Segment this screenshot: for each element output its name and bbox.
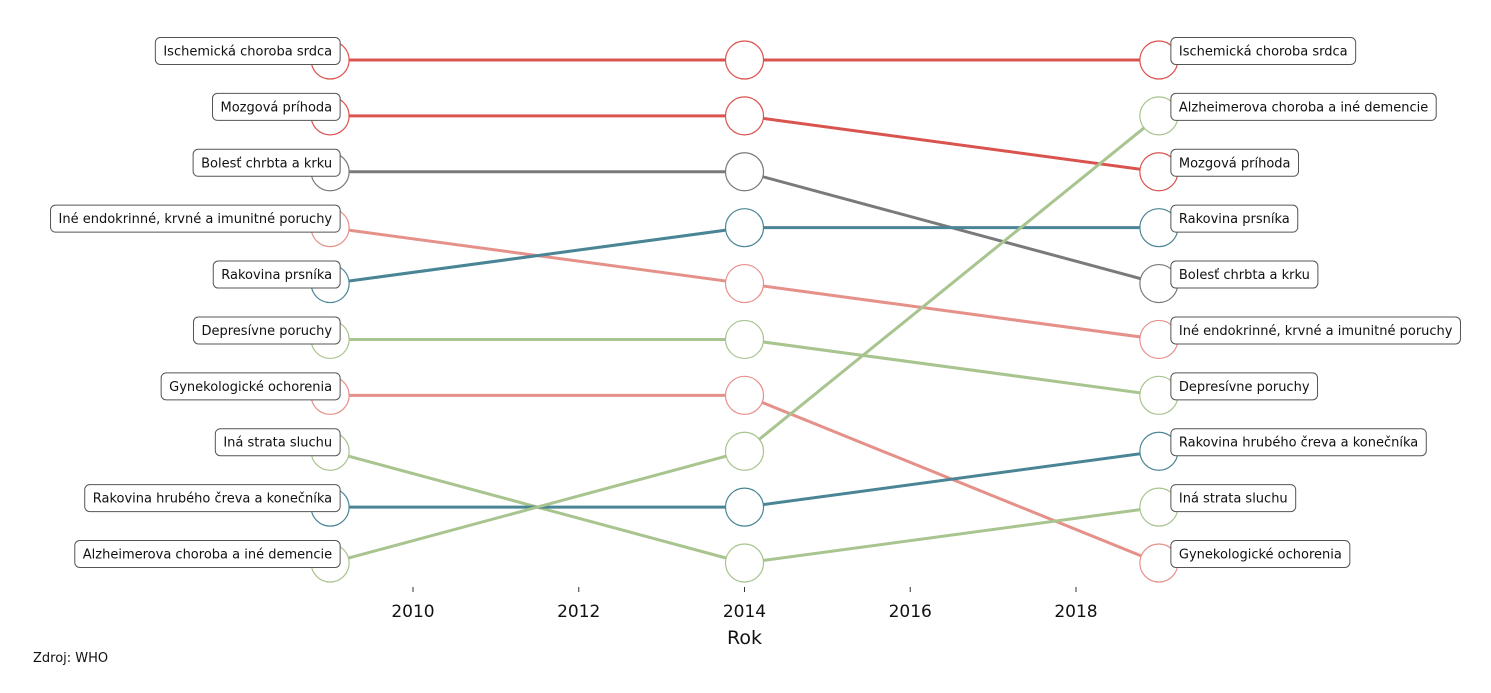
label-box <box>1170 316 1461 345</box>
left-label: Mozgová príhoda <box>212 92 341 121</box>
right-label: Mozgová príhoda <box>1170 148 1299 177</box>
series-label-right: Gynekologické ochorenia <box>1179 548 1342 563</box>
series-line-segment <box>744 337 1160 397</box>
x-tick-label: 2012 <box>557 602 600 622</box>
series-label-left: Iná strata sluchu <box>223 436 332 451</box>
series-label-left: Ischemická choroba srdca <box>163 45 332 60</box>
series-label-right: Rakovina prsníka <box>1179 212 1290 227</box>
label-box <box>84 484 341 513</box>
series-label-left: Mozgová príhoda <box>221 100 333 115</box>
rank-point <box>724 375 765 415</box>
x-tick-label: 2014 <box>723 602 766 622</box>
series-label-right: Iné endokrinné, krvné a imunitné poruchy <box>1179 324 1453 339</box>
left-label: Rakovina hrubého čreva a konečníka <box>84 484 341 513</box>
series-label-left: Rakovina prsníka <box>221 268 332 283</box>
series-line-segment <box>744 282 1160 341</box>
right-label: Iné endokrinné, krvné a imunitné poruchy <box>1170 316 1461 345</box>
label-box <box>1170 372 1319 401</box>
rank-point <box>724 431 765 471</box>
label-box <box>212 260 341 289</box>
series-line-segment <box>329 226 745 286</box>
label-box <box>192 148 341 177</box>
right-label: Depresívne poruchy <box>1170 372 1319 401</box>
series-label-left: Bolesť chrbta a krku <box>201 156 332 171</box>
label-box <box>212 92 341 121</box>
rank-point <box>724 208 765 248</box>
series-line-segment <box>744 449 1160 509</box>
x-axis: 2010 2012 2014 2016 2018 Rok <box>391 587 1098 649</box>
series-line-segment <box>329 449 745 565</box>
series-label-left: Rakovina hrubého čreva a konečníka <box>93 492 332 507</box>
label-box <box>1170 92 1437 121</box>
series-line-segment <box>744 505 1160 565</box>
rank-point <box>724 96 765 136</box>
label-box <box>74 540 341 568</box>
rank-point <box>724 319 765 360</box>
series-label-right: Alzheimerova choroba a iné demencie <box>1179 100 1428 115</box>
rank-markers <box>310 40 1179 583</box>
left-label: Iná strata sluchu <box>214 428 341 457</box>
series-label-left: Alzheimerova choroba a iné demencie <box>83 548 332 563</box>
series-label-right: Iná strata sluchu <box>1179 492 1288 507</box>
right-label: Rakovina prsníka <box>1170 204 1299 233</box>
rank-point <box>724 487 765 527</box>
left-label: Bolesť chrbta a krku <box>192 148 341 177</box>
right-label: Iná strata sluchu <box>1170 484 1297 513</box>
label-box <box>1170 148 1299 177</box>
x-tick-label: 2018 <box>1054 602 1097 622</box>
series-label-right: Ischemická choroba srdca <box>1179 45 1348 60</box>
label-box <box>160 372 341 401</box>
left-label: Alzheimerova choroba a iné demencie <box>74 540 341 568</box>
series-label-left: Iné endokrinné, krvné a imunitné poruchy <box>59 212 333 227</box>
source-note: Zdroj: WHO <box>33 651 109 666</box>
series-label-left: Gynekologické ochorenia <box>169 380 332 395</box>
rank-point <box>724 152 765 192</box>
x-axis-title: Rok <box>727 627 762 649</box>
series-label-right: Depresívne poruchy <box>1179 380 1310 395</box>
label-box <box>1170 428 1427 457</box>
left-label: Ischemická choroba srdca <box>154 37 341 65</box>
series-label-left: Depresívne poruchy <box>201 324 332 339</box>
series-line-segment <box>743 114 1160 453</box>
right-label: Bolesť chrbta a krku <box>1170 260 1319 289</box>
series-label-right: Bolesť chrbta a krku <box>1179 268 1310 283</box>
series-label-right: Mozgová príhoda <box>1179 156 1291 171</box>
label-box <box>192 316 341 345</box>
left-label: Gynekologické ochorenia <box>160 372 341 401</box>
right-label: Ischemická choroba srdca <box>1170 37 1357 65</box>
right-label: Rakovina hrubého čreva a konečníka <box>1170 428 1427 457</box>
rank-point <box>724 543 765 583</box>
label-box <box>50 204 341 233</box>
left-label: Depresívne poruchy <box>192 316 341 345</box>
right-label: Alzheimerova choroba a iné demencie <box>1170 92 1437 121</box>
x-tick-label: 2010 <box>391 602 434 622</box>
x-tick-label: 2016 <box>889 602 932 622</box>
left-label: Rakovina prsníka <box>212 260 341 289</box>
right-label: Gynekologické ochorenia <box>1170 540 1351 568</box>
series-lines <box>329 58 1160 565</box>
series-label-right: Rakovina hrubého čreva a konečníka <box>1179 436 1418 451</box>
label-box <box>1170 540 1351 568</box>
label-box <box>1170 260 1319 289</box>
series-labels: Ischemická choroba srdca Ischemická choro… <box>50 37 1461 568</box>
rank-point <box>724 263 765 304</box>
label-box <box>1170 37 1357 65</box>
label-box <box>1170 204 1299 233</box>
label-box <box>154 37 341 65</box>
series-line-segment <box>744 114 1160 174</box>
label-box <box>214 428 341 457</box>
rank-point <box>724 40 765 80</box>
left-label: Iné endokrinné, krvné a imunitné poruchy <box>50 204 341 233</box>
label-box <box>1170 484 1297 513</box>
